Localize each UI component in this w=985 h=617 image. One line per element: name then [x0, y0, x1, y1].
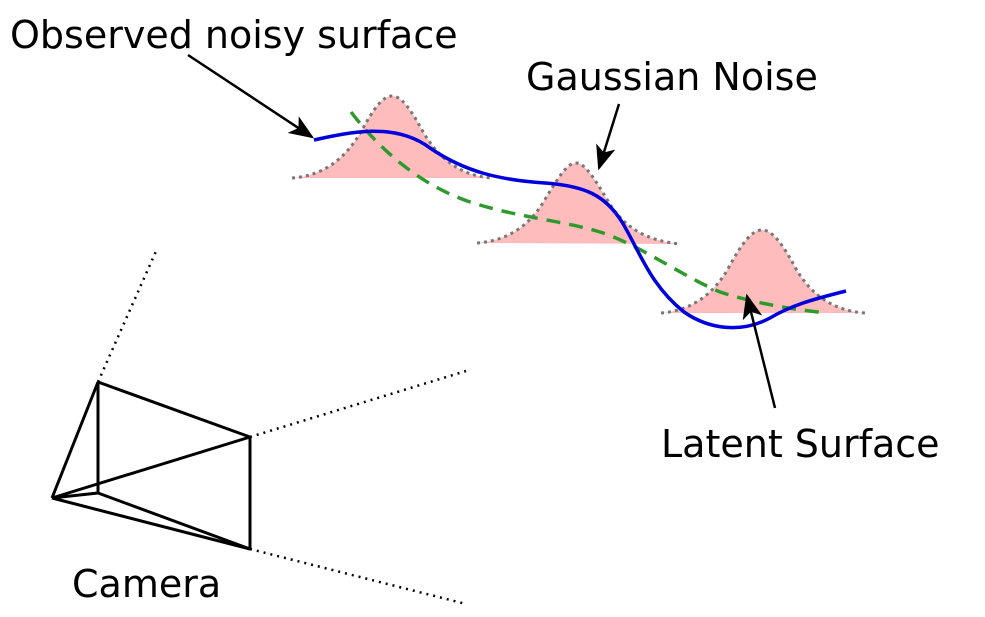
gaussian-noise-outline-2: [476, 161, 682, 246]
camera-view-rays: [96, 248, 467, 606]
camera-icon: [50, 380, 252, 551]
view-ray-top: [96, 248, 159, 383]
latent-surface-label: Latent Surface: [661, 422, 940, 466]
gaussian-noise-label: Gaussian Noise: [526, 55, 818, 99]
latent-arrow: [742, 293, 777, 409]
view-ray-bottom: [249, 547, 467, 606]
observed-surface-curve: [313, 129, 847, 330]
gaussian-noise-bump-3: [661, 230, 865, 313]
observed-noisy-surface-label: Observed noisy surface: [10, 13, 458, 57]
camera-label: Camera: [72, 562, 222, 606]
observed-arrow: [187, 53, 315, 139]
gaussian-arrow: [596, 103, 621, 171]
gaussian-noise-group: [291, 94, 866, 315]
gaussian-noise-bump-2: [477, 163, 681, 244]
view-ray-middle: [249, 369, 467, 439]
